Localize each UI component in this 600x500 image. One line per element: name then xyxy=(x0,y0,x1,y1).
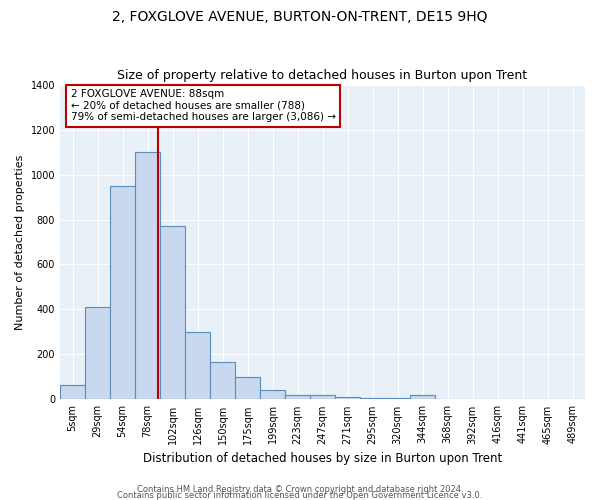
Bar xyxy=(235,377,260,400)
Text: Contains HM Land Registry data © Crown copyright and database right 2024.: Contains HM Land Registry data © Crown c… xyxy=(137,484,463,494)
Text: 2, FOXGLOVE AVENUE, BURTON-ON-TRENT, DE15 9HQ: 2, FOXGLOVE AVENUE, BURTON-ON-TRENT, DE1… xyxy=(112,10,488,24)
Bar xyxy=(385,398,410,400)
Bar xyxy=(110,186,135,400)
Bar xyxy=(260,390,285,400)
Bar xyxy=(210,362,235,400)
Bar xyxy=(335,396,360,400)
Text: Contains public sector information licensed under the Open Government Licence v3: Contains public sector information licen… xyxy=(118,490,482,500)
Bar xyxy=(310,396,335,400)
Bar xyxy=(285,396,310,400)
Bar xyxy=(60,385,85,400)
Bar xyxy=(360,398,385,400)
Bar xyxy=(160,226,185,400)
Title: Size of property relative to detached houses in Burton upon Trent: Size of property relative to detached ho… xyxy=(118,69,527,82)
Bar xyxy=(135,152,160,400)
Text: 2 FOXGLOVE AVENUE: 88sqm
← 20% of detached houses are smaller (788)
79% of semi-: 2 FOXGLOVE AVENUE: 88sqm ← 20% of detach… xyxy=(71,90,335,122)
Bar xyxy=(410,396,435,400)
Bar xyxy=(85,307,110,400)
X-axis label: Distribution of detached houses by size in Burton upon Trent: Distribution of detached houses by size … xyxy=(143,452,502,465)
Bar xyxy=(185,332,210,400)
Y-axis label: Number of detached properties: Number of detached properties xyxy=(15,154,25,330)
